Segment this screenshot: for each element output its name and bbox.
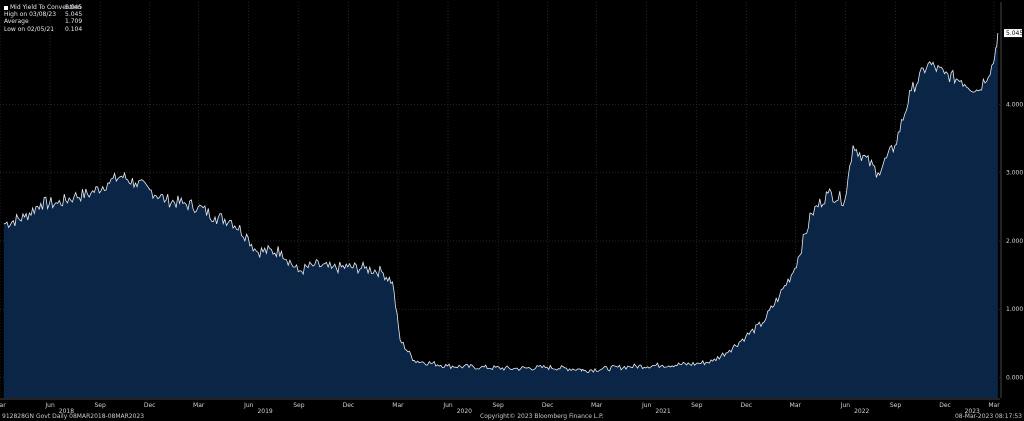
legend-value: 5.045 xyxy=(65,4,83,11)
x-tick-label: Dec xyxy=(144,402,156,409)
legend-value: 0.104 xyxy=(65,25,83,33)
x-year-label: 2020 xyxy=(457,408,472,415)
series-area-mid-yield xyxy=(3,33,998,398)
x-year-label: 2019 xyxy=(257,408,272,415)
x-tick-label: Sep xyxy=(95,402,107,409)
legend-label: Average xyxy=(4,18,29,26)
legend-label: Mid Yield To Convention xyxy=(10,4,82,11)
y-tick-label: 4.000 xyxy=(1006,101,1023,108)
y-tick-label: 0.000 xyxy=(1006,375,1023,382)
x-tick-label: Jun xyxy=(840,402,851,409)
x-year-label: 2021 xyxy=(655,408,670,415)
x-year-label: 2022 xyxy=(854,408,869,415)
x-tick-label: Mar xyxy=(0,402,6,409)
last-value-tag-box xyxy=(1004,29,1022,38)
x-year-label: 2018 xyxy=(59,408,74,415)
legend-row-mid-yield: Mid Yield To Convention 5.045 xyxy=(4,4,82,11)
legend-row-high: High on 03/08/23 5.045 xyxy=(4,11,82,18)
x-tick-label: Jun xyxy=(243,402,254,409)
footer-copyright: Copyright© 2023 Bloomberg Finance L.P. xyxy=(480,413,604,420)
x-tick-label: Sep xyxy=(293,402,305,409)
legend-value: 5.045 xyxy=(65,11,83,19)
legend-swatch xyxy=(4,5,8,10)
legend-value: 1.709 xyxy=(65,18,83,26)
footer-security-info: 912828GN Govt Daily 08MAR2018-08MAR2023 xyxy=(2,413,145,420)
y-tick-label: 2.000 xyxy=(1006,238,1023,245)
x-tick-label: Sep xyxy=(691,402,703,409)
legend-row-average: Average 1.709 xyxy=(4,18,82,25)
chart-footer: 912828GN Govt Daily 08MAR2018-08MAR2023 … xyxy=(0,413,1024,421)
x-tick-label: Jun xyxy=(44,402,55,409)
series-line-mid-yield xyxy=(3,33,999,373)
x-axis-ticks: Mar Jun Sep Dec Mar Jun Sep Dec Mar Jun Sep Dec Mar J… xyxy=(0,398,1000,415)
x-tick-label: Dec xyxy=(741,402,753,409)
x-tick-label: Sep xyxy=(890,402,902,409)
last-value-tag-text: 5.045 xyxy=(1006,30,1023,37)
x-year-label: 2023 xyxy=(965,408,980,415)
last-value-tag: 5.045 xyxy=(1004,29,1023,38)
x-tick-label: Dec xyxy=(542,402,554,409)
legend-label: High on 03/08/23 xyxy=(4,11,57,19)
y-tick-label: 1.000 xyxy=(1006,306,1023,313)
y-axis-ticks: 0.000 1.000 2.000 3.000 4.000 xyxy=(1000,2,1023,398)
x-tick-label: Jun xyxy=(442,402,453,409)
x-tick-label: Jun xyxy=(641,402,652,409)
x-tick-label: Sep xyxy=(492,402,504,409)
chart-legend: Mid Yield To Convention 5.045 High on 03… xyxy=(4,4,82,33)
x-tick-label: Mar xyxy=(988,402,1000,409)
y-tick-label: 3.000 xyxy=(1006,170,1023,177)
x-tick-label: Mar xyxy=(591,402,603,409)
x-tick-label: Dec xyxy=(939,402,951,409)
x-tick-label: Mar xyxy=(790,402,802,409)
footer-timestamp: 08-Mar-2023 08:17:53 xyxy=(954,413,1022,420)
x-tick-label: Mar xyxy=(193,402,205,409)
x-tick-label: Dec xyxy=(343,402,355,409)
legend-label: Low on 02/05/21 xyxy=(4,25,55,33)
legend-row-low: Low on 02/05/21 0.104 xyxy=(4,26,82,33)
x-tick-label: Mar xyxy=(392,402,404,409)
